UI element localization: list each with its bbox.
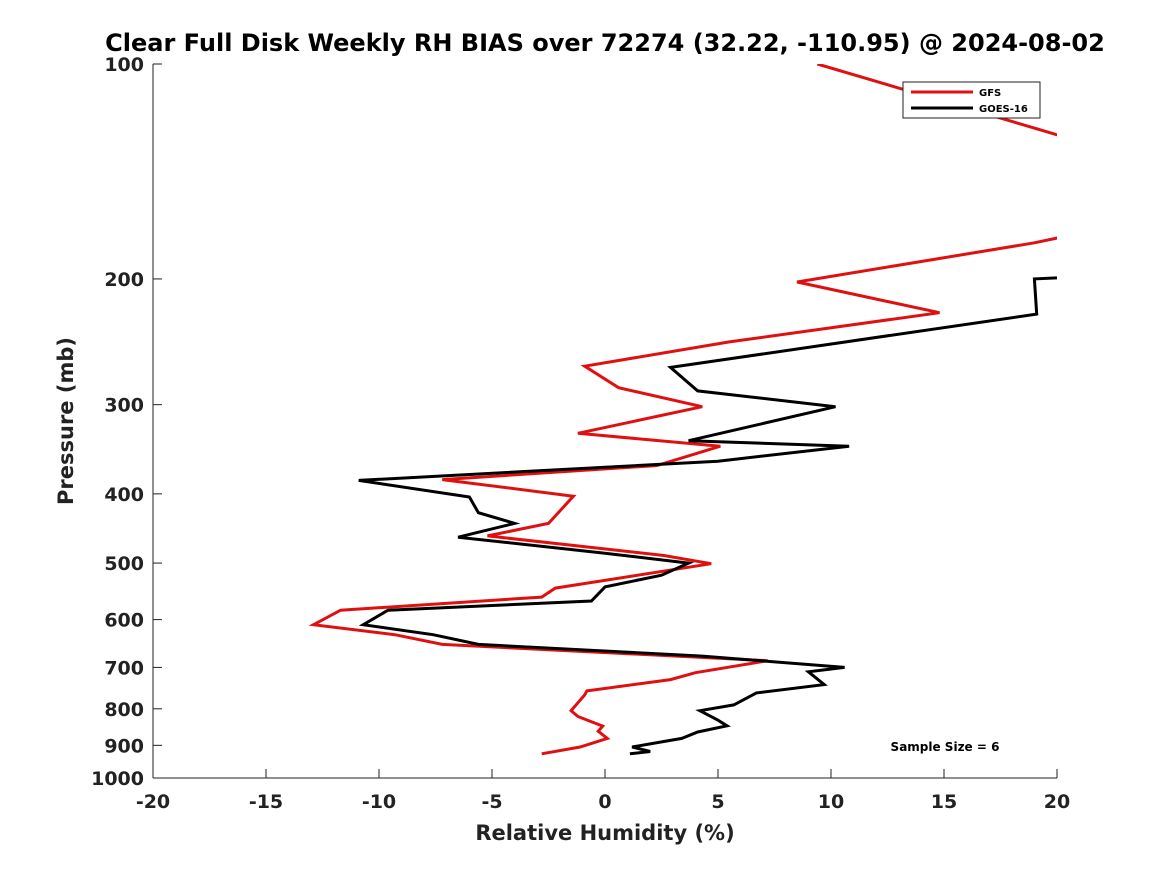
y-tick-label-5: 600 — [104, 610, 144, 632]
x-tick-label-4: 0 — [598, 791, 611, 813]
x-tick-label-0: -20 — [136, 791, 170, 813]
x-tick-label-2: -10 — [362, 791, 396, 813]
y-tick-label-3: 400 — [104, 484, 144, 506]
legend-box — [902, 81, 1041, 119]
y-tick-label-4: 500 — [104, 553, 144, 575]
y-tick-label-9: 1000 — [91, 768, 144, 790]
y-tick-label-0: 100 — [104, 54, 144, 76]
x-tick-label-8: 20 — [1044, 791, 1070, 813]
series-line-goes-16 — [358, 276, 1057, 756]
legend-label-goes-16: GOES-16 — [979, 104, 1028, 115]
plot-area: -20 -15 -10 -5 0 5 10 15 20 100 200 300 400 500 600 700… — [91, 54, 1070, 813]
x-tick-label-5: 5 — [711, 791, 724, 813]
legend-label-gfs: GFS — [979, 88, 1001, 99]
x-tick-label-3: -5 — [481, 791, 502, 813]
chart-title: Clear Full Disk Weekly RH BIAS over 7227… — [105, 29, 1105, 57]
y-tick-label-1: 200 — [104, 269, 144, 291]
series-group — [308, 64, 1057, 756]
x-tick-label-7: 15 — [931, 791, 957, 813]
y-tick-label-6: 700 — [104, 657, 144, 679]
y-tick-label-7: 800 — [104, 699, 144, 721]
y-axis-label: Pressure (mb) — [54, 337, 78, 505]
sample-size-annotation: Sample Size = 6 — [891, 740, 1000, 754]
y-tick-label-2: 300 — [104, 395, 144, 417]
series-line-gfs — [308, 64, 1057, 756]
x-tick-label-6: 10 — [818, 791, 844, 813]
y-tick-label-8: 900 — [104, 735, 144, 757]
x-tick-label-1: -15 — [249, 791, 283, 813]
x-axis-label: Relative Humidity (%) — [475, 821, 734, 845]
legend: GFS GOES-16 — [902, 81, 1041, 119]
